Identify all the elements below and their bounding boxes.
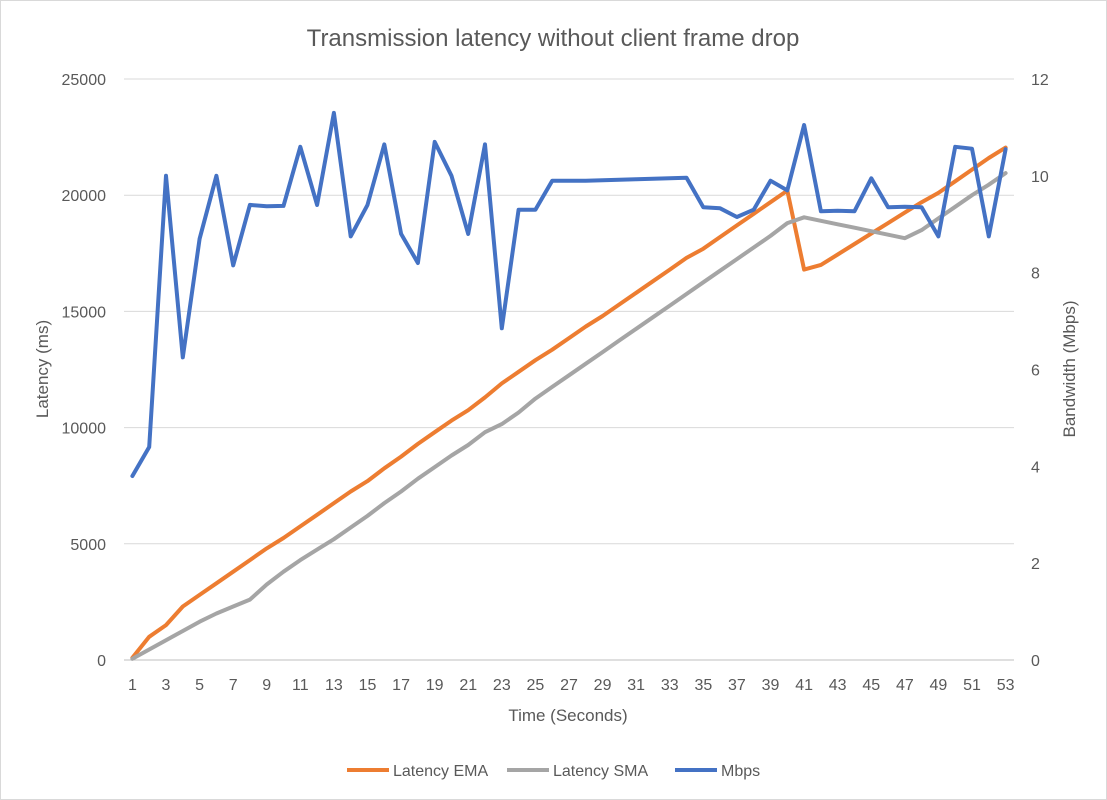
x-tick-label: 35: [694, 677, 712, 694]
y-tick-label: 25000: [62, 72, 107, 89]
x-tick-label: 29: [594, 677, 612, 694]
x-tick-label: 1: [128, 677, 137, 694]
y2-tick-label: 12: [1031, 72, 1049, 89]
y-axis-label: Latency (ms): [33, 320, 52, 418]
y-tick-label: 0: [97, 653, 106, 670]
legend-item-mbps: Mbps: [675, 763, 760, 780]
x-tick-label: 9: [262, 677, 271, 694]
x-tick-label: 41: [795, 677, 813, 694]
x-tick-label: 3: [162, 677, 171, 694]
legend-item-latency-sma: Latency SMA: [507, 763, 648, 780]
y2-tick-label: 8: [1031, 266, 1040, 283]
x-tick-label: 17: [392, 677, 410, 694]
y-tick-label: 10000: [62, 421, 107, 438]
y-tick-label: 15000: [62, 304, 107, 321]
x-tick-label: 25: [527, 677, 545, 694]
series-layer: [130, 110, 1008, 661]
y2-tick-label: 0: [1031, 653, 1040, 670]
series-line-latency-ema: [130, 145, 1008, 660]
x-tick-label: 47: [896, 677, 914, 694]
x-tick-label: 51: [963, 677, 981, 694]
x-tick-label: 27: [560, 677, 578, 694]
x-tick-label: 19: [426, 677, 444, 694]
x-tick-label: 39: [762, 677, 780, 694]
y2-tick-label: 2: [1031, 556, 1040, 573]
y-tick-label: 20000: [62, 188, 107, 205]
x-tick-label: 33: [661, 677, 679, 694]
x-tick-label: 7: [229, 677, 238, 694]
x-tick-label: 49: [930, 677, 948, 694]
y2-axis-label: Bandwidth (Mbps): [1060, 300, 1079, 437]
x-tick-label: 11: [292, 677, 309, 694]
grid-layer: [124, 78, 1014, 545]
x-tick-label: 23: [493, 677, 511, 694]
y2-tick-label: 6: [1031, 363, 1040, 380]
legend-item-latency-ema: Latency EMA: [347, 763, 488, 780]
x-tick-label: 21: [459, 677, 477, 694]
legend-label: Latency SMA: [553, 763, 648, 780]
x-tick-label: 13: [325, 677, 343, 694]
x-tick-label: 37: [728, 677, 746, 694]
y2-tick-label: 4: [1031, 459, 1040, 476]
x-tick-label: 31: [627, 677, 645, 694]
legend-label: Mbps: [721, 763, 760, 780]
legend-label: Latency EMA: [393, 763, 488, 780]
series-line-latency-sma: [130, 171, 1008, 661]
x-tick-label: 5: [195, 677, 204, 694]
x-tick-label: 43: [829, 677, 847, 694]
series-line-mbps: [130, 110, 1008, 478]
y2-tick-label: 10: [1031, 169, 1049, 186]
x-tick-label: 53: [997, 677, 1015, 694]
x-tick-label: 15: [359, 677, 377, 694]
chart-title: Transmission latency without client fram…: [307, 25, 800, 52]
x-tick-label: 45: [862, 677, 880, 694]
legend: Latency EMA Latency SMA Mbps: [347, 763, 760, 780]
y-tick-label: 5000: [70, 537, 106, 554]
x-axis-label: Time (Seconds): [508, 706, 627, 725]
